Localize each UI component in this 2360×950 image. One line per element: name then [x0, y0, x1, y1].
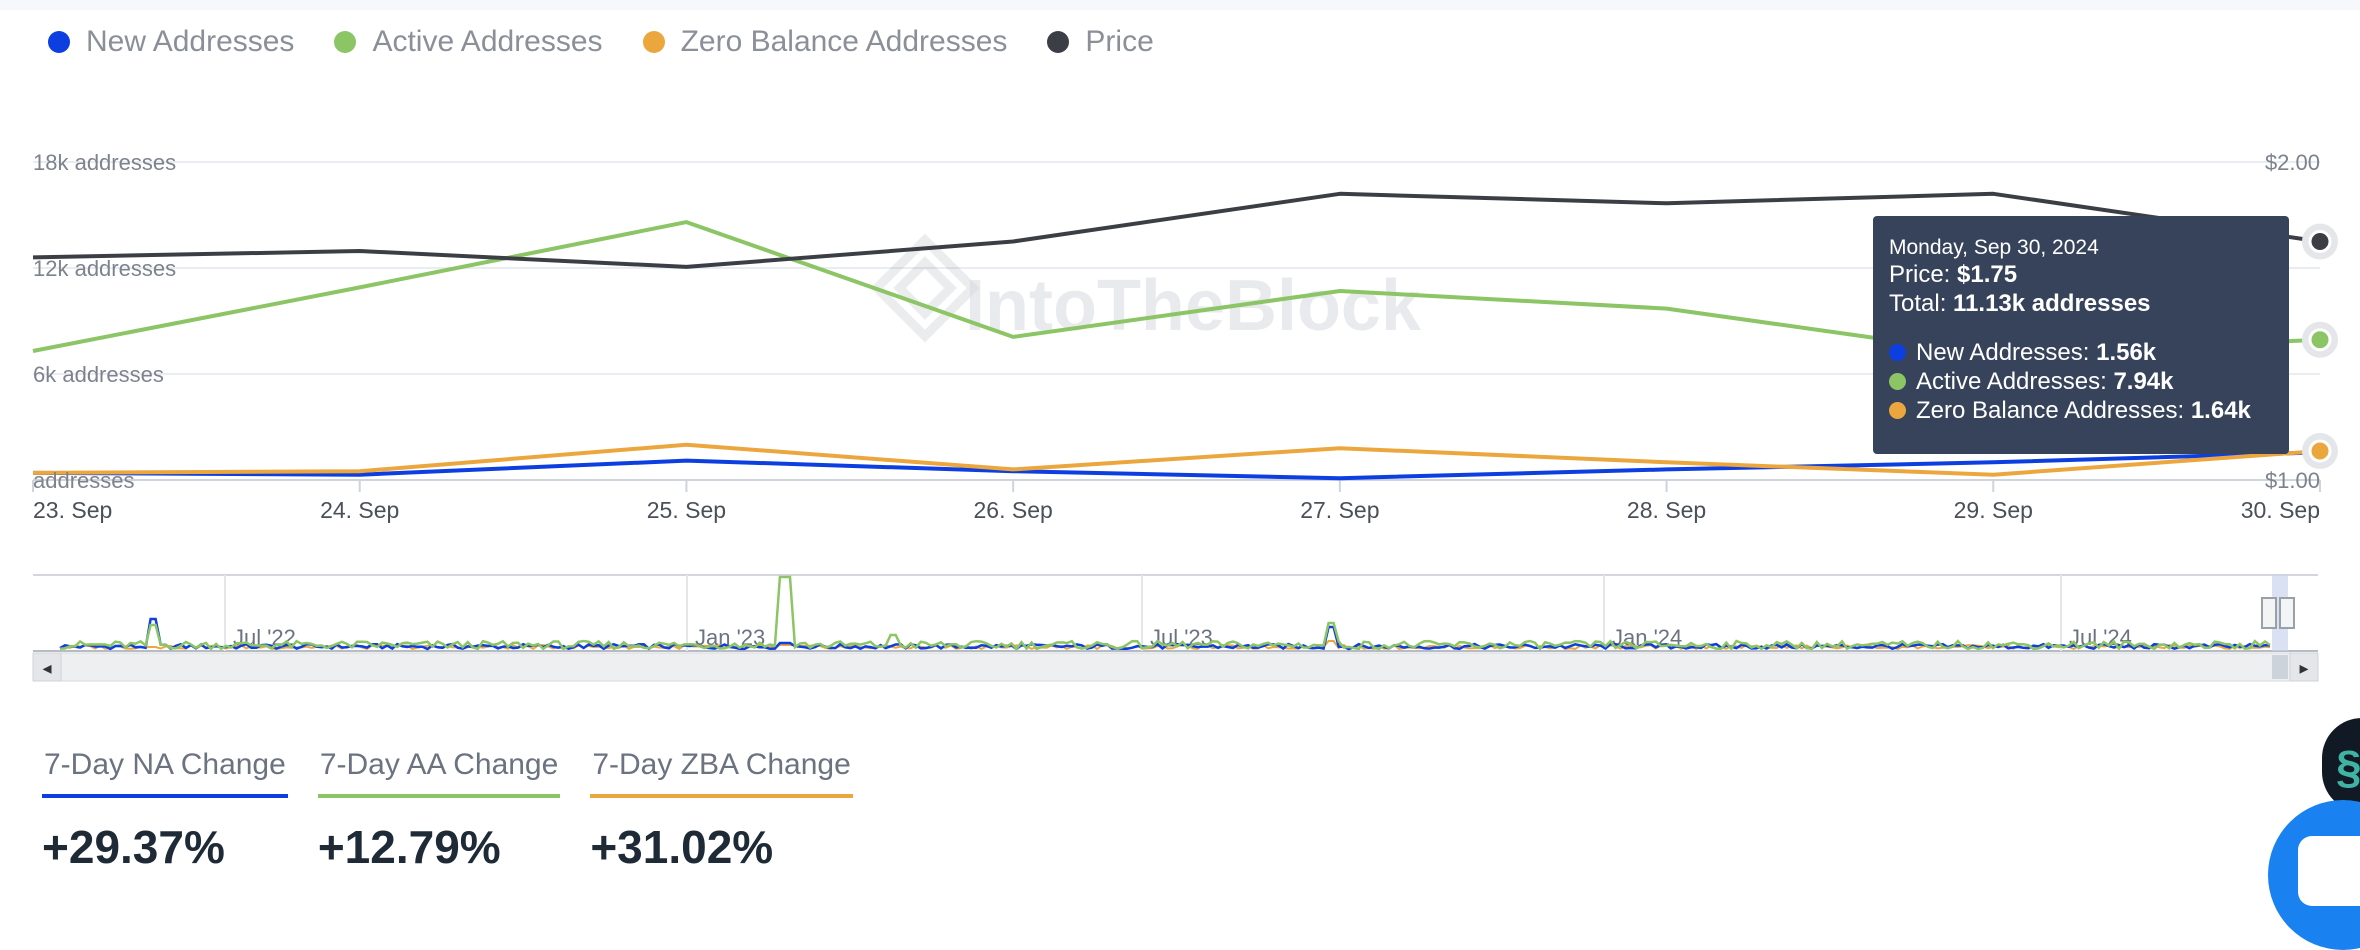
tooltip-dot-icon [1889, 344, 1906, 361]
x-tick-label: 26. Sep [973, 497, 1052, 523]
series-endpoint-marker [2308, 230, 2332, 253]
series-endpoint-marker [2308, 328, 2332, 352]
scrollbar-track [32, 652, 2319, 682]
stat-value: +31.02% [590, 821, 774, 873]
tooltip-price: Price: $1.75 [1889, 260, 2273, 289]
stat-aa-change: 7-Day AA Change +12.79% [317, 748, 561, 874]
legend-item-zero-balance-addresses[interactable]: Zero Balance Addresses [642, 25, 1008, 59]
tooltip-row-label: Zero Balance Addresses: [1916, 397, 2191, 424]
stat-label: 7-Day NA Change [42, 748, 288, 798]
watermark-logo-icon [870, 233, 980, 343]
chart-legend: New Addresses Active Addresses Zero Bala… [48, 20, 1154, 64]
y-right-tick-label: $2.00 [2265, 150, 2320, 175]
legend-label: New Addresses [86, 25, 295, 58]
tooltip-row-new: New Addresses: 1.56k [1889, 338, 2273, 367]
stat-value: +12.79% [317, 821, 501, 873]
x-tick-label: 30. Sep [2241, 497, 2320, 523]
legend-item-active-addresses[interactable]: Active Addresses [334, 25, 603, 59]
scroll-right-icon: ▸ [2299, 658, 2308, 678]
y-left-tick-label: addresses [33, 468, 135, 493]
tooltip-row-label: New Addresses: [1916, 339, 2097, 366]
tooltip-total-value: 11.13k addresses [1953, 290, 2151, 317]
navigator-series-line [59, 617, 2270, 651]
legend-dot-icon [642, 31, 665, 53]
x-tick-label: 28. Sep [1627, 497, 1706, 523]
legend-label: Price [1085, 25, 1154, 58]
legend-item-price[interactable]: Price [1047, 25, 1154, 59]
tooltip-row-value: 7.94k [2113, 368, 2174, 395]
scroll-right-button [2289, 652, 2319, 682]
legend-item-new-addresses[interactable]: New Addresses [48, 25, 294, 59]
tooltip-price-label: Price: [1889, 261, 1958, 288]
tooltip-total: Total: 11.13k addresses [1889, 289, 2273, 318]
y-left-tick-label: 12k addresses [33, 256, 176, 281]
change-stats: 7-Day NA Change +29.37% 7-Day AA Change … [42, 748, 853, 874]
tooltip-row-value: 1.56k [2096, 339, 2157, 366]
tooltip-date: Monday, Sep 30, 2024 [1889, 236, 2099, 259]
x-tick-label: 29. Sep [1954, 497, 2033, 523]
stat-label: 7-Day AA Change [317, 748, 561, 798]
x-tick-label: 24. Sep [320, 497, 399, 523]
y-right-tick-label: $1.00 [2265, 468, 2320, 493]
tooltip-row-label: Active Addresses: [1916, 368, 2114, 395]
help-widget-icon: § [2336, 741, 2360, 793]
y-left-tick-label: 6k addresses [33, 362, 164, 387]
chat-bubble-icon [2298, 836, 2360, 906]
navigator-handle-icon [2279, 597, 2295, 629]
tooltip-row-zero: Zero Balance Addresses: 1.64k [1889, 396, 2273, 425]
x-tick-label: 25. Sep [647, 497, 726, 523]
tooltip-total-label: Total: [1889, 290, 1954, 317]
tooltip-dot-icon [1889, 402, 1906, 419]
series-endpoint-marker [2308, 439, 2332, 463]
stat-label: 7-Day ZBA Change [590, 748, 853, 798]
legend-dot-icon [48, 31, 70, 53]
scrollbar-thumb [2272, 655, 2288, 679]
legend-label: Active Addresses [372, 25, 603, 58]
navigator-handle-icon [2261, 597, 2277, 629]
x-tick-label: 27. Sep [1300, 497, 1379, 523]
tooltip-row-active: Active Addresses: 7.94k [1889, 367, 2273, 396]
series-line [32, 442, 2321, 477]
chart-tooltip: Monday, Sep 30, 2024 Price: $1.75 Total:… [1873, 216, 2289, 454]
series-line [32, 450, 2321, 481]
legend-dot-icon [334, 31, 357, 53]
scroll-left-icon: ◂ [42, 658, 51, 678]
top-band [0, 0, 2360, 10]
tooltip-row-value: 1.64k [2190, 397, 2251, 424]
tooltip-price-value: $1.75 [1957, 261, 2018, 288]
scroll-left-button [32, 652, 62, 682]
stat-value: +29.37% [42, 821, 225, 873]
series-line [32, 191, 2321, 269]
stat-na-change: 7-Day NA Change +29.37% [42, 748, 288, 874]
stat-zba-change: 7-Day ZBA Change +31.02% [590, 748, 853, 874]
tooltip-dot-icon [1889, 373, 1906, 390]
legend-label: Zero Balance Addresses [680, 25, 1008, 58]
y-left-tick-label: 18k addresses [33, 150, 176, 175]
navigator-series-line [59, 575, 2271, 652]
x-tick-label: 23. Sep [33, 497, 112, 523]
legend-dot-icon [1047, 31, 1070, 53]
